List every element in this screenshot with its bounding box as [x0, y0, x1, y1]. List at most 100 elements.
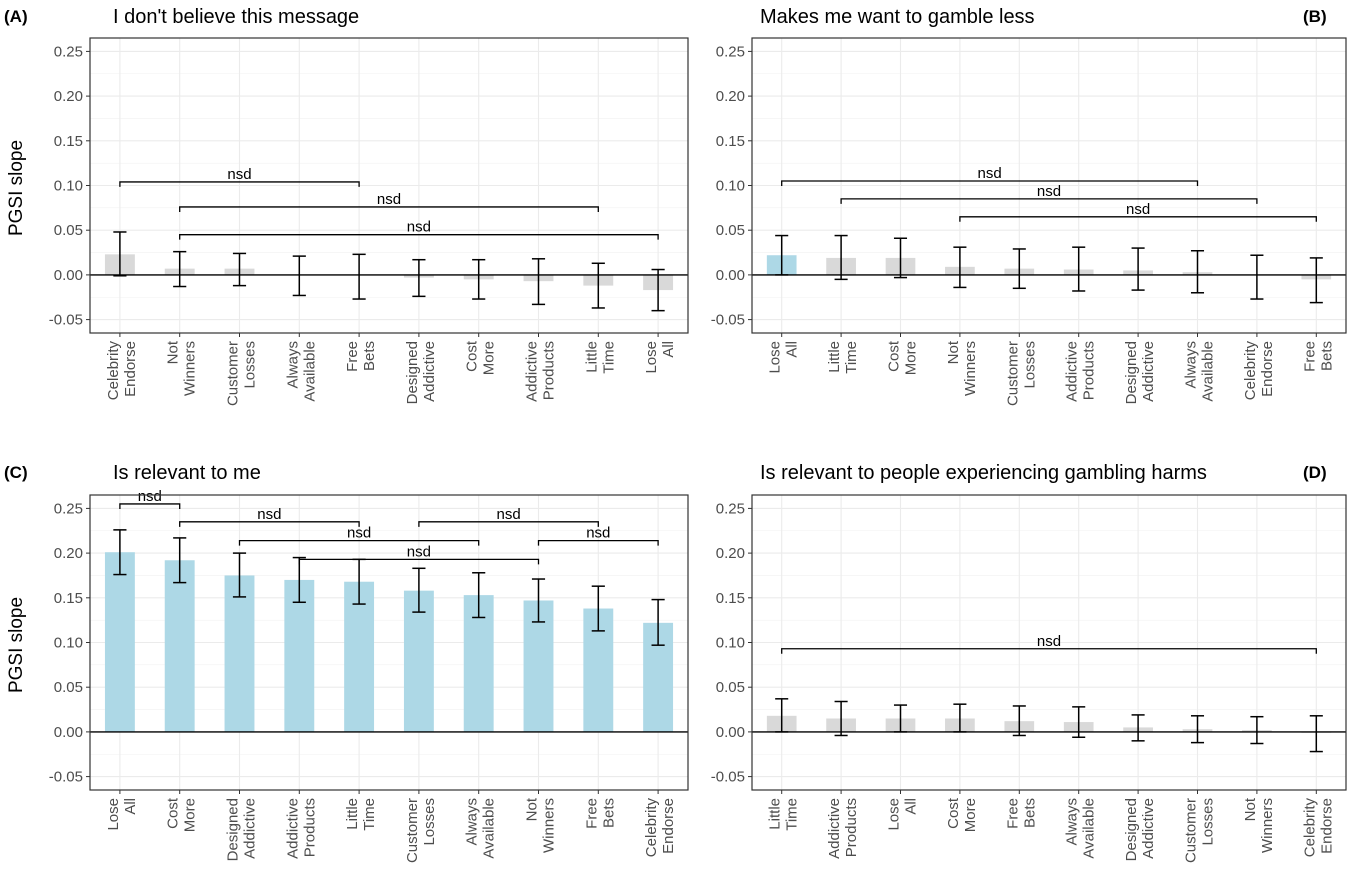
significance-bracket	[238, 539, 480, 546]
y-tick-label: 0.15	[54, 590, 83, 607]
y-tick-label: 0.20	[54, 88, 83, 105]
panel-tag: (A)	[4, 7, 28, 26]
x-tick-label-line: Products	[843, 798, 860, 857]
x-tick-label-line: Customer	[1004, 341, 1021, 406]
x-tick-label-line: Addictive	[1140, 341, 1157, 402]
x-tick-label-line: Free	[344, 341, 361, 372]
y-tick-label: 0.15	[716, 590, 745, 607]
x-tick-label-line: Products	[301, 798, 318, 857]
bracket-label: nsd	[138, 488, 162, 505]
x-tick-label: CostMore	[886, 340, 920, 375]
y-tick-label: 0.10	[716, 635, 745, 652]
x-tick-label-line: Cost	[464, 340, 481, 372]
x-tick-label-line: Celebrity	[643, 798, 660, 858]
x-tick-label: LoseAll	[643, 341, 677, 374]
panel-a: 0.250.200.150.100.050.00-0.05nsdnsdnsdCe…	[4, 6, 689, 406]
x-tick-label: CustomerLosses	[1004, 341, 1038, 406]
bracket-label: nsd	[497, 506, 521, 523]
x-tick-label: DesignedAddictive	[1123, 341, 1157, 404]
x-tick-label-line: Addictive	[1064, 341, 1081, 402]
y-tick-label: -0.05	[711, 312, 745, 329]
x-tick-label: AlwaysAvailable	[464, 798, 498, 859]
y-tick-label: 0.15	[54, 133, 83, 150]
x-tick-label: LittleTime	[583, 341, 617, 374]
y-tick-label: 0.20	[716, 88, 745, 105]
x-tick-label-line: Winners	[541, 798, 558, 853]
x-tick-label-line: More	[962, 798, 979, 832]
significance-bracket	[298, 558, 540, 565]
panel-title: I don't believe this message	[113, 6, 359, 28]
x-tick-label: LoseAll	[886, 798, 920, 831]
x-tick-label-line: Available	[1081, 798, 1098, 859]
x-tick-label: NotWinners	[165, 340, 199, 396]
x-tick-label-line: Bets	[1318, 341, 1335, 371]
x-tick-label-line: Bets	[1021, 798, 1038, 828]
x-tick-label-line: Addictive	[421, 341, 438, 402]
x-tick-label: CostMore	[945, 797, 979, 832]
x-tick-label-line: Time	[600, 341, 617, 374]
x-tick-label-line: Available	[301, 341, 318, 402]
x-tick-label-line: Losses	[1200, 798, 1217, 846]
y-tick-label: 0.05	[716, 222, 745, 239]
bracket-label: nsd	[586, 525, 610, 542]
x-tick-label-line: Addictive	[826, 798, 843, 859]
x-tick-label-line: Winners	[1259, 798, 1276, 853]
x-tick-label-line: More	[481, 341, 498, 375]
significance-bracket	[418, 521, 599, 527]
x-tick-label-line: Winners	[182, 341, 199, 396]
bracket-label: nsd	[377, 191, 401, 208]
x-tick-label: CelebrityEndorse	[1301, 798, 1335, 858]
x-tick-label: CustomerLosses	[225, 341, 259, 406]
x-tick-label-line: Lose	[767, 341, 784, 374]
x-tick-label: NotWinners	[1242, 797, 1276, 853]
x-tick-label-line: Losses	[1021, 341, 1038, 389]
x-tick-label-line: Little	[767, 798, 784, 830]
significance-bracket	[781, 648, 1317, 654]
x-tick-label-line: Time	[361, 798, 378, 831]
x-tick-label-line: Products	[541, 341, 558, 400]
x-tick-label: LittleTime	[826, 341, 860, 374]
bar	[403, 590, 434, 732]
significance-bracket	[179, 521, 360, 527]
panel-border	[89, 37, 689, 334]
y-tick-label: 0.00	[54, 267, 83, 284]
x-tick-label-line: Addictive	[524, 341, 541, 402]
significance-bracket	[119, 181, 360, 187]
x-tick-label-line: Not	[1242, 797, 1259, 821]
x-tick-label-line: Losses	[242, 341, 259, 389]
panel-tag: (B)	[1303, 7, 1327, 26]
y-tick-label: 0.10	[54, 178, 83, 195]
x-tick-label-line: Customer	[1183, 798, 1200, 863]
x-tick-label-line: Little	[344, 798, 361, 830]
bar	[284, 579, 315, 732]
x-tick-label-line: Designed	[225, 798, 242, 861]
x-tick-label-line: Celebrity	[1242, 341, 1259, 401]
x-tick-label-line: Designed	[1123, 341, 1140, 404]
y-tick-label: 0.25	[54, 43, 83, 60]
x-tick-label: CelebrityEndorse	[105, 341, 139, 401]
x-tick-label-line: All	[784, 341, 801, 358]
x-tick-label: AddictiveProducts	[524, 341, 558, 402]
x-tick-label-line: Designed	[1123, 798, 1140, 861]
y-tick-label: 0.25	[716, 43, 745, 60]
panel-border	[751, 494, 1347, 791]
y-tick-label: 0.25	[716, 500, 745, 517]
x-tick-label-line: Winners	[962, 341, 979, 396]
x-tick-label-line: Designed	[404, 341, 421, 404]
x-tick-label-line: Not	[945, 340, 962, 364]
y-tick-label: 0.00	[716, 267, 745, 284]
bracket-label: nsd	[407, 543, 431, 560]
x-tick-label: CelebrityEndorse	[643, 798, 677, 858]
x-tick-label-line: Little	[826, 341, 843, 373]
x-tick-label-line: Time	[784, 798, 801, 831]
y-tick-label: 0.05	[54, 679, 83, 696]
x-tick-label-line: Always	[1064, 798, 1081, 846]
x-tick-label: FreeBets	[1301, 341, 1335, 372]
panel-d: 0.25 0.20 0.15 0.10 0.05 0.00 -0.05 nsd LittleTi…	[711, 462, 1347, 863]
x-tick-label-line: More	[903, 341, 920, 375]
x-tick-label: FreeBets	[583, 798, 617, 829]
x-tick-label: NotWinners	[524, 797, 558, 853]
significance-bracket	[840, 198, 1258, 204]
bar	[104, 552, 135, 732]
